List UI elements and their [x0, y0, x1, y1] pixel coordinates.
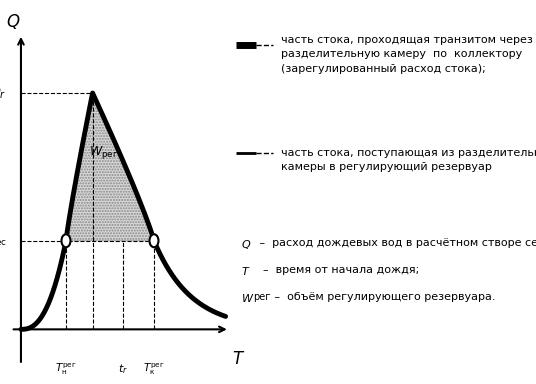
- Text: $Q_{\rm рес}$: $Q_{\rm рес}$: [0, 232, 6, 249]
- Polygon shape: [66, 93, 154, 241]
- Text: $Q$: $Q$: [5, 12, 20, 31]
- Text: $T_{\rm к}^{\rm рег}$: $T_{\rm к}^{\rm рег}$: [143, 362, 165, 377]
- Text: часть стока, проходящая транзитом через: часть стока, проходящая транзитом через: [281, 35, 533, 45]
- Circle shape: [150, 234, 159, 247]
- Text: часть стока, поступающая из разделительной: часть стока, поступающая из разделительн…: [281, 148, 536, 158]
- Circle shape: [62, 234, 70, 247]
- Text: –  расход дождевых вод в расчётном створе сети;: – расход дождевых вод в расчётном створе…: [249, 238, 536, 248]
- Text: –  время от начала дождя;: – время от начала дождя;: [249, 265, 420, 275]
- Text: $W$: $W$: [241, 292, 255, 304]
- Text: (зарегулированный расход стока);: (зарегулированный расход стока);: [281, 64, 486, 74]
- Text: $Q$: $Q$: [241, 238, 251, 251]
- Text: $T$: $T$: [241, 265, 251, 277]
- Text: –  объём регулирующего резервуара.: – объём регулирующего резервуара.: [271, 292, 495, 302]
- Text: $t_r$: $t_r$: [118, 362, 128, 376]
- Text: рег: рег: [254, 292, 271, 302]
- Text: $W_{\rm рег}$: $W_{\rm рег}$: [89, 144, 118, 161]
- Text: $T$: $T$: [232, 350, 245, 368]
- Text: разделительную камеру  по  коллектору: разделительную камеру по коллектору: [281, 49, 523, 59]
- Text: камеры в регулирующий резервуар: камеры в регулирующий резервуар: [281, 162, 492, 172]
- Text: $Q_r$: $Q_r$: [0, 85, 6, 101]
- Text: $T_{\rm н}^{\rm рег}$: $T_{\rm н}^{\rm рег}$: [55, 362, 77, 377]
